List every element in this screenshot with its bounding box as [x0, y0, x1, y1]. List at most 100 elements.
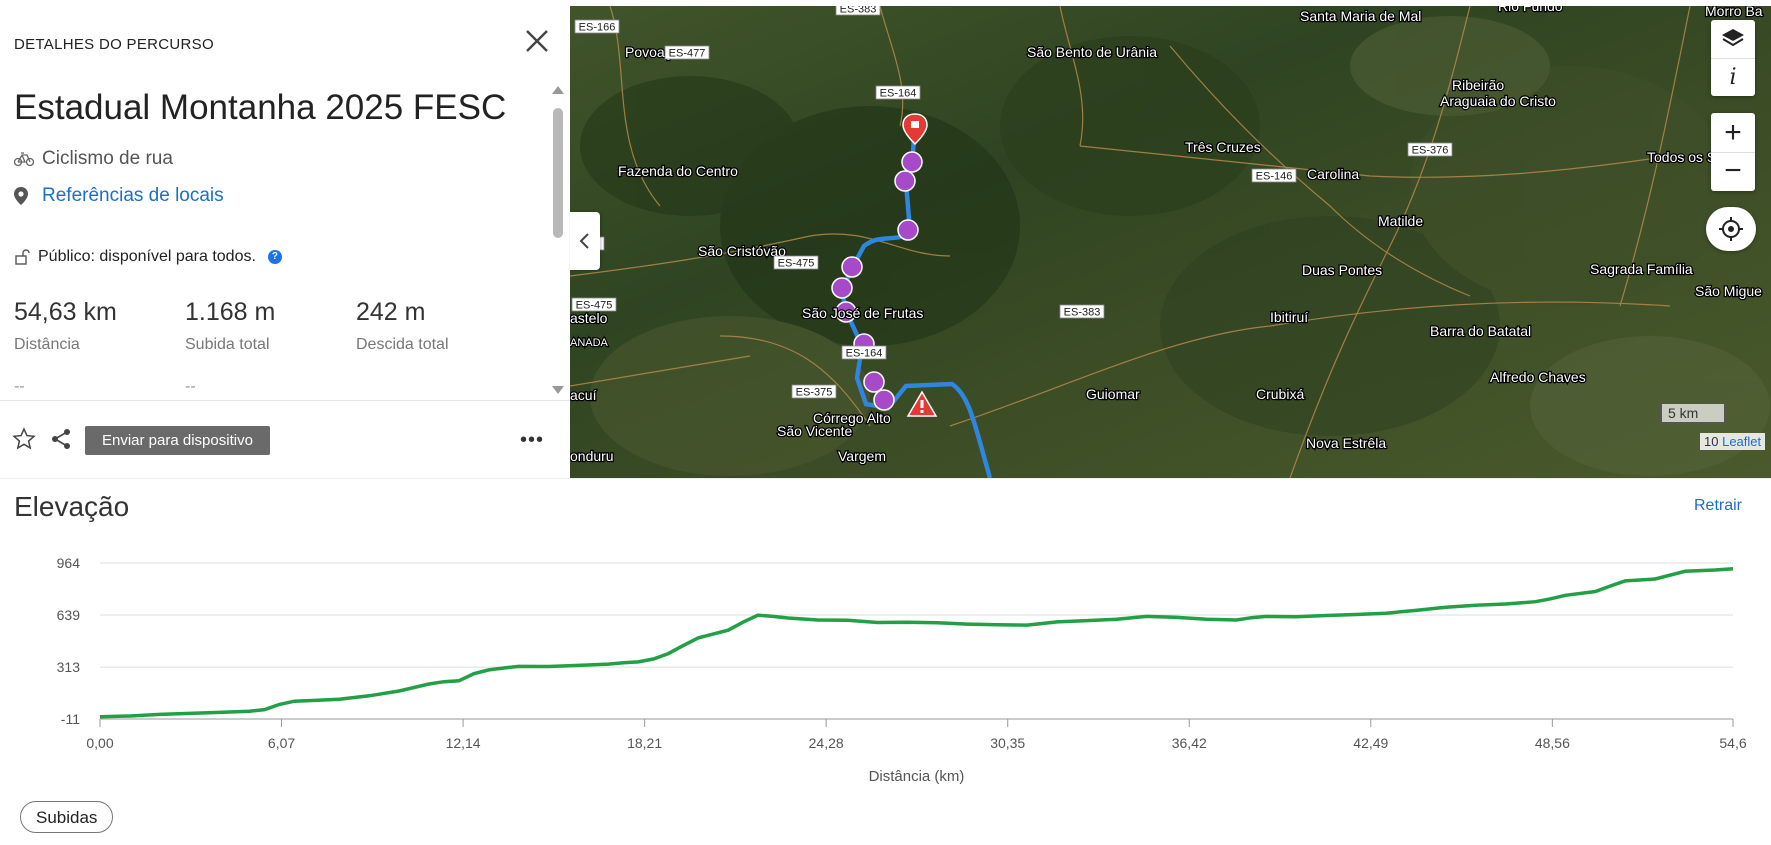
- x-tick-label: 36,42: [1172, 735, 1207, 751]
- road-shields: ES-166ES-477ES-164ES-146ES-376ES-166ES-4…: [570, 6, 1453, 399]
- climb-marker-icon: [841, 256, 863, 278]
- share-icon[interactable]: [50, 428, 72, 450]
- place-label: Araguaia do Cristo: [1440, 93, 1556, 109]
- info-icon[interactable]: i: [1711, 58, 1755, 97]
- send-to-device-button[interactable]: Enviar para dispositivo: [85, 426, 270, 455]
- x-tick-label: 0,00: [86, 735, 113, 751]
- route-title: Estadual Montanha 2025 FESC: [14, 88, 507, 127]
- collapse-elevation-link[interactable]: Retrair: [1694, 497, 1743, 514]
- crosshair-icon: [1719, 217, 1743, 241]
- chart-grid: [100, 562, 1733, 720]
- place-label: Fazenda do Centro: [618, 163, 738, 179]
- svg-text:ES-375: ES-375: [796, 387, 833, 399]
- location-pin-icon: [14, 187, 28, 205]
- collapse-panel-button[interactable]: [570, 212, 600, 270]
- x-tick-label: 30,35: [990, 735, 1025, 751]
- layers-icon[interactable]: [1711, 20, 1755, 58]
- place-label: Barra do Batatal: [1430, 323, 1531, 339]
- svg-text:ES-164: ES-164: [880, 88, 917, 100]
- zoom-in-button[interactable]: +: [1724, 116, 1742, 149]
- visibility-text: Público: disponível para todos.: [38, 248, 256, 265]
- satellite-map[interactable]: Povoação São Bento de Urânia Santa Maria…: [570, 6, 1771, 478]
- svg-text:ES-475: ES-475: [576, 300, 613, 312]
- place-label: ANADA: [570, 337, 609, 349]
- stat-value: 54,63 km: [14, 298, 117, 326]
- climb-marker-icon: [894, 170, 916, 192]
- elevation-chart[interactable]: 964 639 313 -11 0,00 6,07 12,14 18,21 24,28 30,3…: [0, 479, 1771, 845]
- climb-marker-icon: [831, 277, 853, 299]
- x-tick-label: 54,6: [1719, 735, 1746, 751]
- panel-scrollbar[interactable]: [551, 86, 564, 398]
- close-icon[interactable]: [520, 24, 554, 58]
- route-start-marker[interactable]: [902, 113, 928, 146]
- place-label: São José de Frutas: [802, 305, 923, 321]
- climbs-button[interactable]: Subidas: [20, 801, 114, 833]
- place-label: Alfredo Chaves: [1490, 369, 1586, 385]
- svg-text:ES-166: ES-166: [579, 22, 616, 34]
- svg-text:ES-376: ES-376: [1412, 145, 1449, 157]
- stat-value: 1.168 m: [185, 298, 276, 326]
- elevation-line: [99, 567, 1734, 719]
- locations-link[interactable]: Referências de locais: [42, 185, 224, 206]
- stat-label: Descida total: [356, 336, 449, 353]
- place-label: Duas Pontes: [1302, 262, 1382, 278]
- map-attribution: 10 Leaflet: [1700, 433, 1766, 450]
- climb-markers[interactable]: [831, 151, 923, 411]
- place-label: astelo: [570, 310, 608, 326]
- place-label: Córrego Alto: [813, 410, 891, 426]
- place-label: Vargem: [838, 448, 886, 464]
- stat-value: 242 m: [356, 298, 426, 326]
- leaflet-link[interactable]: Leaflet: [1722, 434, 1762, 449]
- place-label: Matilde: [1378, 213, 1423, 229]
- place-label: Ibitiruí: [1270, 309, 1308, 325]
- road-lines: [570, 6, 1691, 478]
- warning-icon[interactable]: [906, 390, 938, 417]
- panel-scroll-area[interactable]: DETALHES DO PERCURSO Estadual Montanha 2…: [0, 0, 570, 400]
- x-axis-label: Distância (km): [869, 768, 965, 785]
- place-label: Morro Ba: [1705, 6, 1763, 19]
- svg-text:ES-383: ES-383: [840, 6, 877, 16]
- x-tick-label: 18,21: [627, 735, 662, 751]
- y-tick-label: 639: [57, 607, 81, 623]
- star-icon[interactable]: [12, 427, 36, 451]
- svg-text:ES-164: ES-164: [846, 348, 883, 360]
- panel-toolbar: Enviar para dispositivo •••: [0, 400, 570, 479]
- scroll-down-icon[interactable]: [552, 386, 564, 394]
- road-shield: ES-164: [841, 345, 887, 360]
- help-icon[interactable]: ?: [267, 250, 282, 264]
- stat-placeholder: --: [185, 378, 196, 395]
- svg-text:ES-477: ES-477: [669, 48, 706, 60]
- x-tick-label: 6,07: [268, 735, 295, 751]
- scroll-up-icon[interactable]: [552, 86, 564, 94]
- road-shield: ES-383: [835, 6, 881, 16]
- activity-row: Ciclismo de rua: [14, 148, 173, 170]
- map-scale: 5 km: [1660, 404, 1726, 424]
- place-label: Guiomar: [1086, 386, 1140, 402]
- locations-row[interactable]: Referências de locais: [14, 185, 224, 207]
- y-axis: 964 639 313 -11: [57, 555, 81, 727]
- route-details-panel: DETALHES DO PERCURSO Estadual Montanha 2…: [0, 0, 570, 478]
- place-labels: Povoação São Bento de Urânia Santa Maria…: [570, 6, 1764, 465]
- svg-text:ES-146: ES-146: [1256, 171, 1293, 183]
- activity-type: Ciclismo de rua: [42, 148, 173, 169]
- stat-placeholder: --: [14, 378, 25, 395]
- zoom-out-button[interactable]: −: [1711, 152, 1755, 192]
- elevation-title: Elevação: [14, 491, 130, 522]
- chevron-left-icon: [579, 233, 589, 249]
- road-shield: ES-146: [1251, 168, 1297, 183]
- stat-label: Distância: [14, 336, 80, 353]
- place-label: Rio Fundo: [1498, 6, 1563, 14]
- road-shield: ES-477: [664, 45, 710, 60]
- elevation-section: 964 639 313 -11 0,00 6,07 12,14 18,21 24,28 30,3…: [0, 478, 1771, 845]
- stat-ascent: 1.168 m Subida total: [185, 298, 275, 354]
- scrollbar-thumb[interactable]: [553, 108, 563, 238]
- map-view[interactable]: Povoação São Bento de Urânia Santa Maria…: [570, 6, 1771, 478]
- attribution-prefix: 10: [1704, 434, 1719, 449]
- road-shield: ES-375: [791, 384, 837, 399]
- place-label: São Migue: [1695, 283, 1762, 299]
- x-tick-label: 42,49: [1353, 735, 1388, 751]
- climb-marker-icon: [873, 389, 895, 411]
- climb-marker-icon: [897, 219, 919, 241]
- locate-button[interactable]: [1706, 207, 1756, 251]
- more-options-icon[interactable]: •••: [520, 429, 545, 451]
